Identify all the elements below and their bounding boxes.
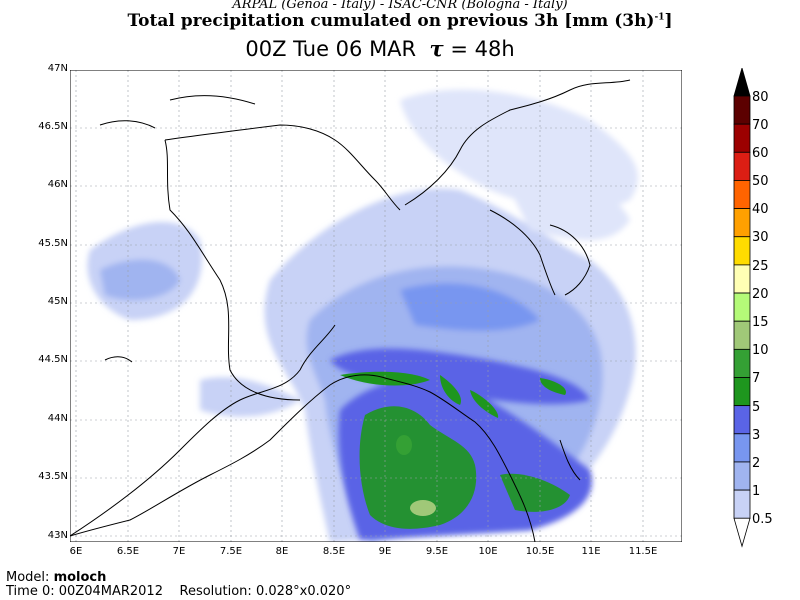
- colorbar-bottom-arrow: [733, 517, 751, 548]
- lon-label: 11.5E: [628, 546, 658, 557]
- colorbar-cell: [733, 377, 751, 407]
- colorbar-label: 5: [752, 400, 761, 415]
- coastlines-borders: [70, 79, 631, 542]
- map-title: Total precipitation cumulated on previou…: [0, 11, 800, 31]
- lon-label: 9E: [378, 546, 392, 557]
- colorbar-cell: [733, 123, 751, 153]
- lon-label: 10.5E: [525, 546, 555, 557]
- lon-label: 8.5E: [322, 546, 346, 557]
- colorbar-label: 1: [752, 484, 761, 499]
- lat-label: 45N: [47, 296, 68, 307]
- lon-label: 7E: [172, 546, 186, 557]
- lat-label: 46.5N: [38, 121, 68, 132]
- colorbar-label: 0.5: [752, 512, 773, 527]
- colorbar-cell: [733, 489, 751, 519]
- title-text: Total precipitation cumulated on previou…: [127, 11, 655, 31]
- colorbar-label: 60: [752, 146, 769, 161]
- colorbar-cell: [733, 461, 751, 491]
- colorbar-cell: [733, 433, 751, 463]
- colorbar-label: 10: [752, 343, 769, 358]
- lon-label: 8E: [275, 546, 289, 557]
- lon-label: 6.5E: [116, 546, 140, 557]
- colorbar-label: 25: [752, 259, 769, 274]
- resolution-label: Resolution:: [179, 584, 252, 599]
- precipitation-map: [70, 70, 682, 542]
- lat-label: 47N: [47, 63, 68, 74]
- precip-green-core: [340, 371, 570, 529]
- model-value: moloch: [53, 570, 107, 585]
- colorbar-label: 50: [752, 174, 769, 189]
- lon-label: 11E: [581, 546, 601, 557]
- colorbar-label: 30: [752, 230, 769, 245]
- resolution-value: 0.028°x0.020°: [255, 584, 352, 599]
- model-label: Model:: [6, 570, 50, 585]
- colorbar-label: 40: [752, 202, 769, 217]
- title-end: ]: [664, 11, 673, 31]
- lon-label: 7.5E: [219, 546, 243, 557]
- colorbar-label: 3: [752, 428, 761, 443]
- valid-time: 00Z Tue 06 MAR τ = 48h: [0, 36, 760, 61]
- lon-label: 6E: [69, 546, 83, 557]
- time0-label: Time 0:: [6, 584, 55, 599]
- time-label: 00Z Tue 06 MAR: [245, 37, 417, 61]
- lat-label: 44.5N: [38, 354, 68, 365]
- colorbar-cell: [733, 236, 751, 266]
- colorbar-cell: [733, 180, 751, 209]
- colorbar: [733, 68, 751, 548]
- lat-label: 43N: [47, 530, 68, 541]
- lon-label: 10E: [478, 546, 498, 557]
- lat-label: 43.5N: [38, 471, 68, 482]
- colorbar-cell: [733, 292, 751, 322]
- colorbar-cell: [733, 348, 751, 378]
- time0-value: 00Z04MAR2012: [58, 584, 163, 599]
- title-superscript: -1: [654, 12, 665, 23]
- colorbar-top-arrow: [733, 68, 751, 97]
- tau-value: = 48h: [450, 37, 515, 61]
- lon-label: 9.5E: [425, 546, 449, 557]
- lat-label: 44N: [47, 413, 68, 424]
- colorbar-cell: [733, 95, 751, 125]
- colorbar-label: 2: [752, 456, 761, 471]
- colorbar-label: 70: [752, 118, 769, 133]
- lat-label: 45.5N: [38, 238, 68, 249]
- credits-line: ARPAL (Genoa - Italy) - ISAC-CNR (Bologn…: [232, 0, 568, 12]
- colorbar-cell: [733, 264, 751, 294]
- model-line: Model: moloch: [6, 570, 106, 585]
- tau-symbol: τ: [429, 36, 444, 61]
- colorbar-cell: [733, 405, 751, 435]
- colorbar-cell: [733, 320, 751, 350]
- colorbar-label: 20: [752, 287, 769, 302]
- colorbar-label: 7: [752, 371, 761, 386]
- colorbar-cell: [733, 151, 751, 181]
- colorbar-cells: [733, 68, 751, 548]
- colorbar-label: 80: [752, 90, 769, 105]
- colorbar-cell: [733, 208, 751, 238]
- time0-line: Time 0: 00Z04MAR2012 Resolution: 0.028°x…: [6, 584, 351, 599]
- colorbar-label: 15: [752, 315, 769, 330]
- lat-label: 46N: [47, 179, 68, 190]
